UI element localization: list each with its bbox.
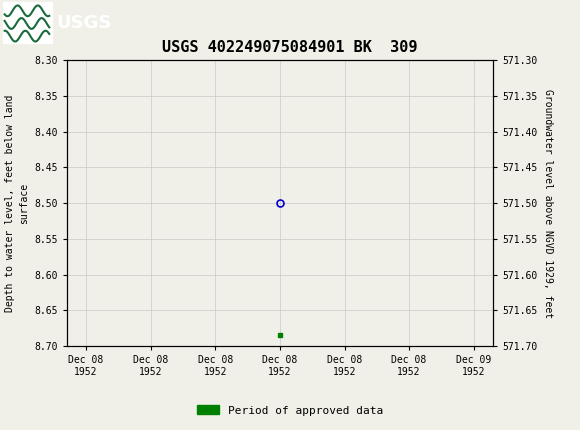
Text: USGS 402249075084901 BK  309: USGS 402249075084901 BK 309 bbox=[162, 40, 418, 55]
Y-axis label: Groundwater level above NGVD 1929, feet: Groundwater level above NGVD 1929, feet bbox=[543, 89, 553, 318]
Y-axis label: Depth to water level, feet below land
surface: Depth to water level, feet below land su… bbox=[5, 95, 28, 312]
Legend: Period of approved data: Period of approved data bbox=[193, 401, 387, 420]
Text: USGS: USGS bbox=[57, 14, 112, 31]
Bar bbox=[3, 2, 52, 43]
